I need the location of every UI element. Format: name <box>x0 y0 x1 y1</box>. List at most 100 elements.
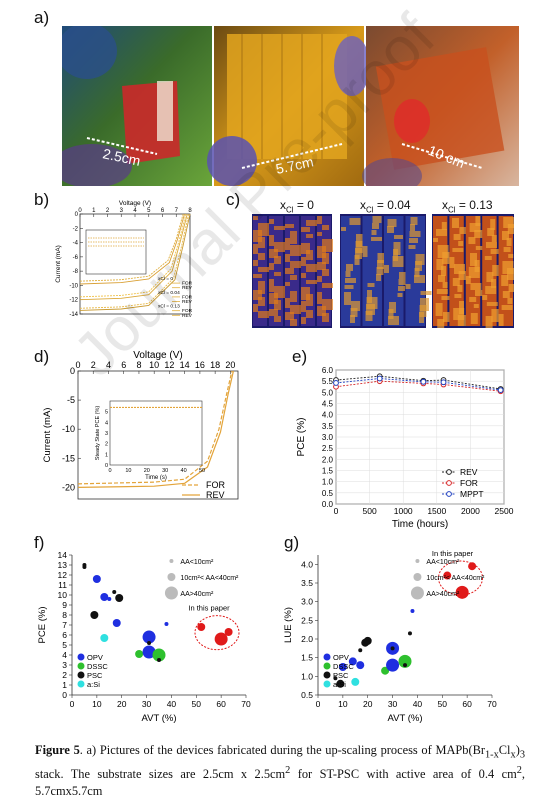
legend-marker <box>323 662 331 670</box>
pl-hotspot <box>470 253 477 266</box>
pl-hotspot <box>459 227 469 234</box>
pl-hotspot <box>269 309 278 316</box>
pl-hotspot <box>372 223 379 229</box>
pl-hotspot <box>453 308 465 320</box>
legend-label: a:Si <box>333 680 346 689</box>
y-tick-label: 4.0 <box>322 411 334 420</box>
series-line-for <box>77 370 233 485</box>
caption-text-5: for ST-PSC with active area of 0.4 cm <box>290 767 517 782</box>
this-paper-outline <box>194 615 240 651</box>
pl-hotspot <box>366 297 378 309</box>
y-tick-label: 9 <box>62 600 67 610</box>
y-tick-label: 10 <box>58 590 68 600</box>
x-tick-label: 0 <box>75 360 80 370</box>
y-axis-label: PCE (%) <box>37 607 48 644</box>
y-tick-label: -4 <box>73 241 79 247</box>
caption-sub-3: 3 <box>519 749 525 761</box>
pl-hotspot <box>285 268 294 274</box>
caption-sup-1: 2 <box>285 765 291 777</box>
legend-label: FOR <box>182 308 193 314</box>
x-tick-label: 50 <box>438 699 448 709</box>
pl-hotspot <box>290 305 301 314</box>
pl-hotspot <box>285 282 290 286</box>
pl-hotspot <box>409 238 418 243</box>
data-point-opv <box>386 658 400 672</box>
y-tick-label: 6 <box>62 630 67 640</box>
caption-text-3: ) <box>515 743 520 757</box>
pl-map-0 <box>252 214 333 328</box>
x-tick-label: 7 <box>175 208 179 214</box>
size-legend-marker <box>413 573 422 581</box>
pl-hotspot <box>290 275 297 280</box>
size-legend-label: AA>40cm² <box>426 591 460 598</box>
y-tick-label: 12 <box>58 570 68 580</box>
data-point-opv <box>142 645 156 659</box>
pl-hotspot <box>389 302 396 313</box>
pl-hotspot <box>350 315 355 323</box>
x-tick-label: 10 <box>92 699 102 709</box>
pl-hotspot <box>322 225 329 230</box>
pl-hotspot <box>322 299 333 310</box>
y-tick-label: 3 <box>62 660 67 670</box>
legend-marker <box>323 680 331 688</box>
pl-hotspot <box>468 267 480 278</box>
y-tick-label: 4 <box>62 650 67 660</box>
pl-hotspot <box>491 309 501 322</box>
legend-label: REV <box>182 285 193 291</box>
pl-hotspot <box>469 223 481 232</box>
y-tick-label: 1.5 <box>301 653 313 663</box>
data-point-opv <box>142 630 156 644</box>
data-point-dssc <box>135 650 144 658</box>
data-point-opv <box>356 661 365 670</box>
y-tick-label: 0.0 <box>322 500 334 509</box>
pl-hotspot <box>502 291 510 298</box>
y-tick-label: 2.0 <box>322 455 334 464</box>
x-tick-label: 70 <box>487 699 497 709</box>
legend-marker <box>323 653 331 661</box>
x-tick-label: 50 <box>192 699 202 709</box>
pl-hotspot <box>507 298 513 304</box>
pl-hotspot <box>420 291 432 295</box>
x-tick-label: 8 <box>188 208 192 214</box>
x-axis-label: Time (hours) <box>392 519 448 530</box>
y-tick-label: 3.5 <box>322 422 334 431</box>
pl-hotspot <box>356 234 367 247</box>
pl-hotspot <box>345 278 356 283</box>
panel-label-b: b) <box>34 190 50 209</box>
inset-x-tick-label: 30 <box>162 468 168 474</box>
inset-y-tick-label: 3 <box>105 431 108 437</box>
plot-frame <box>77 370 239 500</box>
legend-label: FOR <box>206 480 225 490</box>
series-point-mppt <box>376 375 383 382</box>
pl-hotspot <box>482 295 488 300</box>
legend-label: MPPT <box>460 489 484 499</box>
y-tick-label: -14 <box>69 312 78 318</box>
panel-c-title-1: xCl = 0.04 <box>360 198 411 215</box>
pl-hotspot <box>306 294 313 306</box>
data-point-psc <box>112 590 117 594</box>
pl-hotspot <box>473 304 479 308</box>
x-tick-label: 60 <box>216 699 226 709</box>
data-point-psc <box>336 679 345 688</box>
pl-hotspot <box>507 224 514 234</box>
pl-hotspot <box>355 248 362 259</box>
x-axis-label: Voltage (V) <box>133 350 182 361</box>
inset-x-label: Time (s) <box>145 475 167 481</box>
data-point-psc <box>403 663 407 668</box>
y-tick-label: -8 <box>73 269 79 275</box>
pl-hotspot <box>322 283 333 288</box>
data-point-opv <box>100 593 109 601</box>
size-legend-label: AA>40cm² <box>180 591 214 598</box>
x-tick-label: 2000 <box>461 506 480 516</box>
inset-y-tick-label: 1 <box>105 452 108 458</box>
legend-label: REV <box>182 313 193 319</box>
x-tick-label: 70 <box>241 699 251 709</box>
size-legend-label: 10cm²< AA<40cm² <box>426 575 485 582</box>
pl-hotspot <box>475 216 481 226</box>
pl-hotspot <box>475 290 484 296</box>
pl-hotspot <box>508 254 514 258</box>
pl-hotspot <box>442 252 452 264</box>
y-tick-label: 2.5 <box>322 444 334 453</box>
photo-3: 10 cm <box>362 26 519 186</box>
pl-hotspot <box>274 256 281 264</box>
